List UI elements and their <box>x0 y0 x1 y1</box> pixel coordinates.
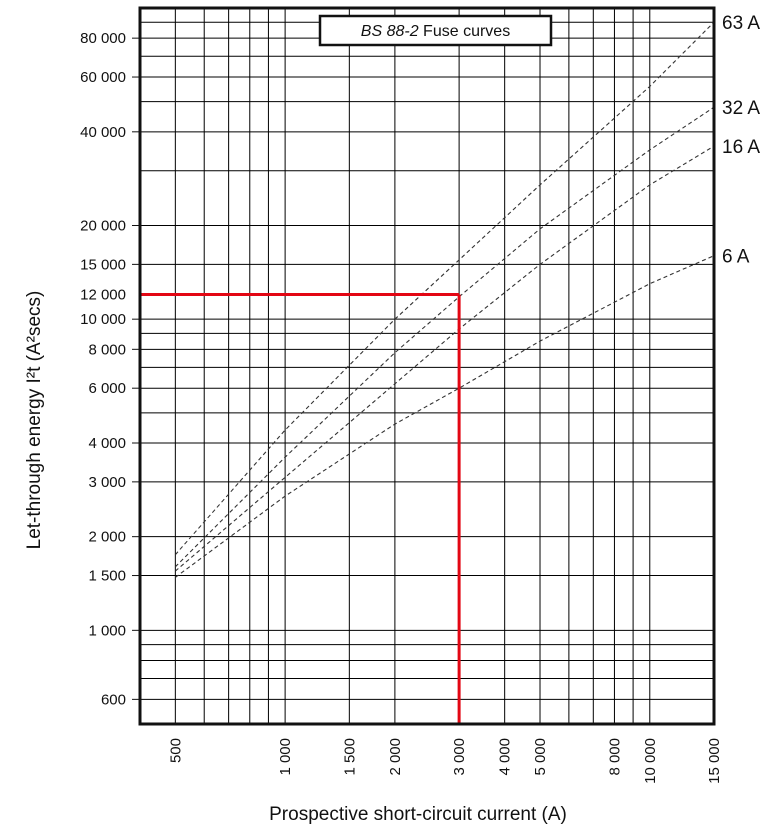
chart-title: BS 88-2 Fuse curves <box>361 23 510 40</box>
y-tick-label: 15 000 <box>80 256 126 273</box>
x-tick-label: 5 000 <box>532 738 549 776</box>
x-tick-label: 500 <box>167 738 184 763</box>
chart-title-box: BS 88-2 Fuse curves <box>318 14 553 47</box>
y-tick-label: 8 000 <box>88 341 126 358</box>
x-axis-title: Prospective short-circuit current (A) <box>269 804 567 825</box>
y-tick-label: 6 000 <box>88 380 126 397</box>
y-tick-label: 600 <box>101 691 126 708</box>
x-tick-label: 1 500 <box>341 738 358 776</box>
y-tick-labels: 600 1 000 1 500 2 000 3 000 4 000 6 000 8 000 10… <box>80 30 140 708</box>
curve-label-63a: 63 A <box>722 13 760 34</box>
y-tick-label: 80 000 <box>80 30 126 47</box>
y-axis-title: Let-through energy I²t (A²secs) <box>24 291 45 550</box>
y-tick-label: 40 000 <box>80 124 126 141</box>
fuse-curve-32a <box>174 106 715 568</box>
y-tick-label: 10 000 <box>80 311 126 328</box>
curve-label-16a: 16 A <box>722 137 760 158</box>
x-tick-label: 1 000 <box>277 738 294 776</box>
chart-title-frame <box>318 14 553 47</box>
y-tick-label: 4 000 <box>88 435 126 452</box>
curve-label-32a: 32 A <box>722 98 760 119</box>
curve-labels: 63 A 32 A 16 A 6 A <box>722 13 760 267</box>
y-tick-label: 20 000 <box>80 217 126 234</box>
y-tick-label: 1 500 <box>88 568 126 585</box>
y-tick-label: 2 000 <box>88 529 126 546</box>
curve-label-6a: 6 A <box>722 247 750 268</box>
y-tick-label: 60 000 <box>80 69 126 86</box>
fuse-curve-63a <box>174 21 715 556</box>
x-tick-label: 15 000 <box>706 738 723 784</box>
y-tick-label: 3 000 <box>88 474 126 491</box>
chart-title-standard: BS 88-2 <box>361 23 419 40</box>
y-tick-label: 1 000 <box>88 622 126 639</box>
grid-lines <box>140 8 715 724</box>
x-tick-label: 3 000 <box>451 738 468 776</box>
plot-frame <box>138 6 716 726</box>
chart-title-suffix: Fuse curves <box>419 23 511 40</box>
x-tick-label: 4 000 <box>497 738 514 776</box>
x-tick-label: 2 000 <box>387 738 404 776</box>
reference-lines <box>140 293 461 724</box>
x-tick-label: 8 000 <box>606 738 623 776</box>
x-tick-label: 10 000 <box>642 738 659 784</box>
fuse-curve-6a <box>174 255 715 578</box>
x-tick-labels: 500 1 000 1 500 2 000 3 000 4 000 5 000 8 000 10… <box>167 738 723 784</box>
y-tick-label: 12 000 <box>80 287 126 304</box>
